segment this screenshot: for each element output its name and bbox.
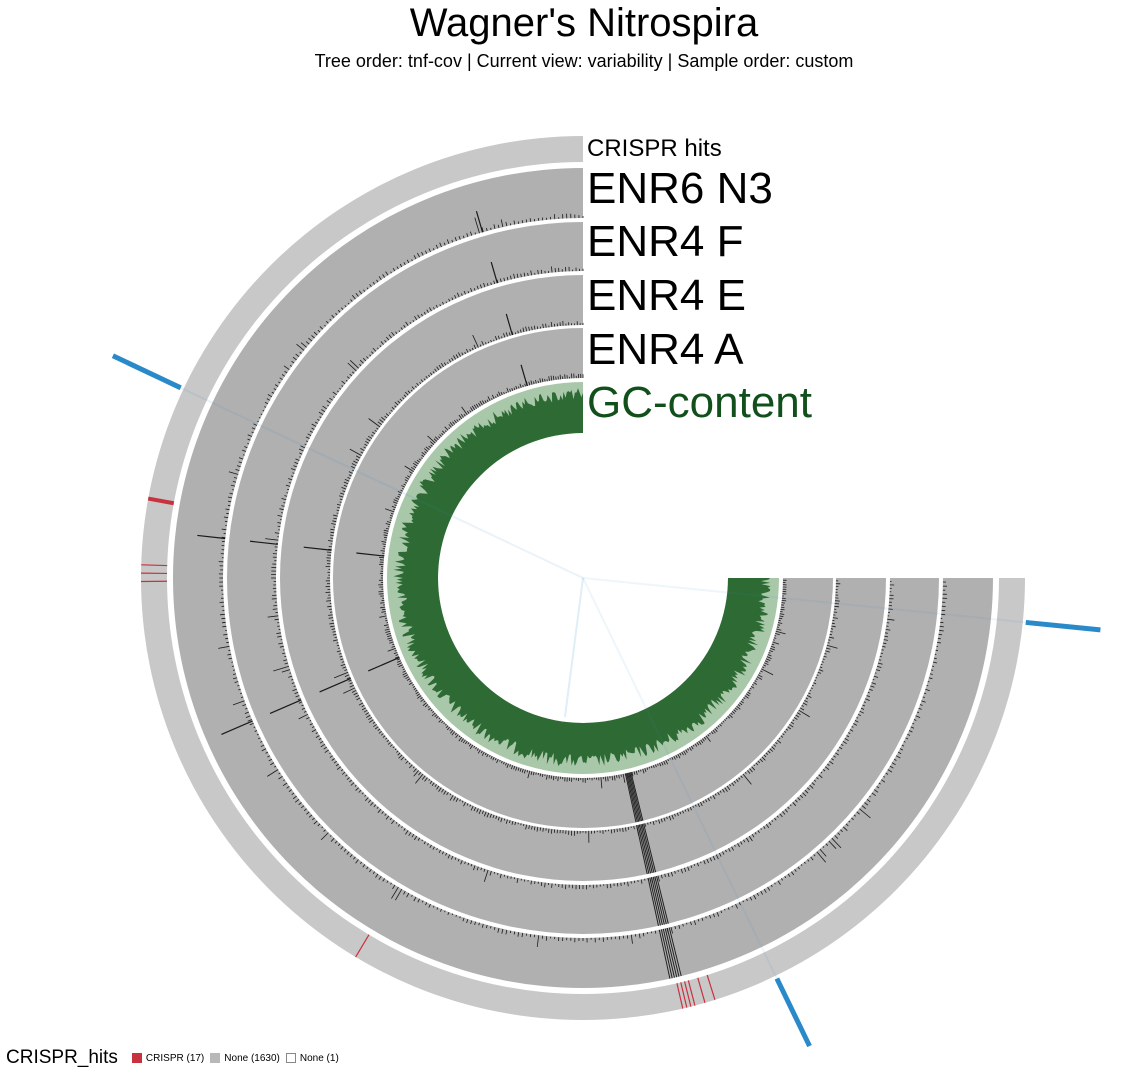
bars-enr6-n3 (197, 211, 948, 979)
legend-label-none: None (1630) (224, 1052, 280, 1064)
tree-leaf-branch[interactable] (774, 977, 812, 1048)
legend-label-crispr: CRISPR (17) (145, 1052, 205, 1064)
crispr-marks (141, 496, 716, 1009)
legend-title: CRISPR_hits (6, 1047, 118, 1068)
layer-label-enr6-n3: ENR6 N3 (587, 164, 773, 213)
tree-branch-faint (582, 577, 802, 1029)
tree-branch-faint (563, 577, 584, 717)
bars-enr4-f (249, 261, 895, 927)
view-subtitle: Tree order: tnf-cov | Current view: vari… (314, 51, 854, 71)
legend-swatch-none (210, 1053, 221, 1063)
layer-label-crispr: CRISPR hits (587, 135, 722, 162)
layer-label-enr4-e: ENR4 E (587, 271, 746, 320)
tree-branch-faint (139, 367, 584, 579)
legend-item-none-empty[interactable]: None (1) (285, 1052, 339, 1064)
bars-enr4-e (303, 313, 841, 875)
legend-item-crispr[interactable]: CRISPR (17) (131, 1052, 205, 1064)
bars-enr4-a (356, 364, 787, 823)
tree-leaf-branch[interactable] (111, 353, 182, 391)
legend-label-none-empty: None (1) (299, 1052, 339, 1064)
layer-label-gc-content: GC-content (587, 378, 812, 427)
layer-rings (141, 136, 1025, 1020)
layer-label-enr4-f: ENR4 F (587, 217, 744, 266)
crispr-legend: CRISPR_hits CRISPR (17) None (1630) None… (6, 1044, 345, 1072)
legend-item-none[interactable]: None (1630) (210, 1053, 280, 1064)
layer-label-enr4-a: ENR4 A (587, 325, 744, 374)
tree-branch-faint (582, 577, 1081, 629)
dendrogram (111, 353, 1101, 1048)
page-title: Wagner's Nitrospira (409, 1, 759, 45)
legend-swatch-none-empty (285, 1053, 296, 1063)
tree-leaf-branch[interactable] (1025, 619, 1101, 633)
legend-swatch-crispr (131, 1053, 142, 1063)
